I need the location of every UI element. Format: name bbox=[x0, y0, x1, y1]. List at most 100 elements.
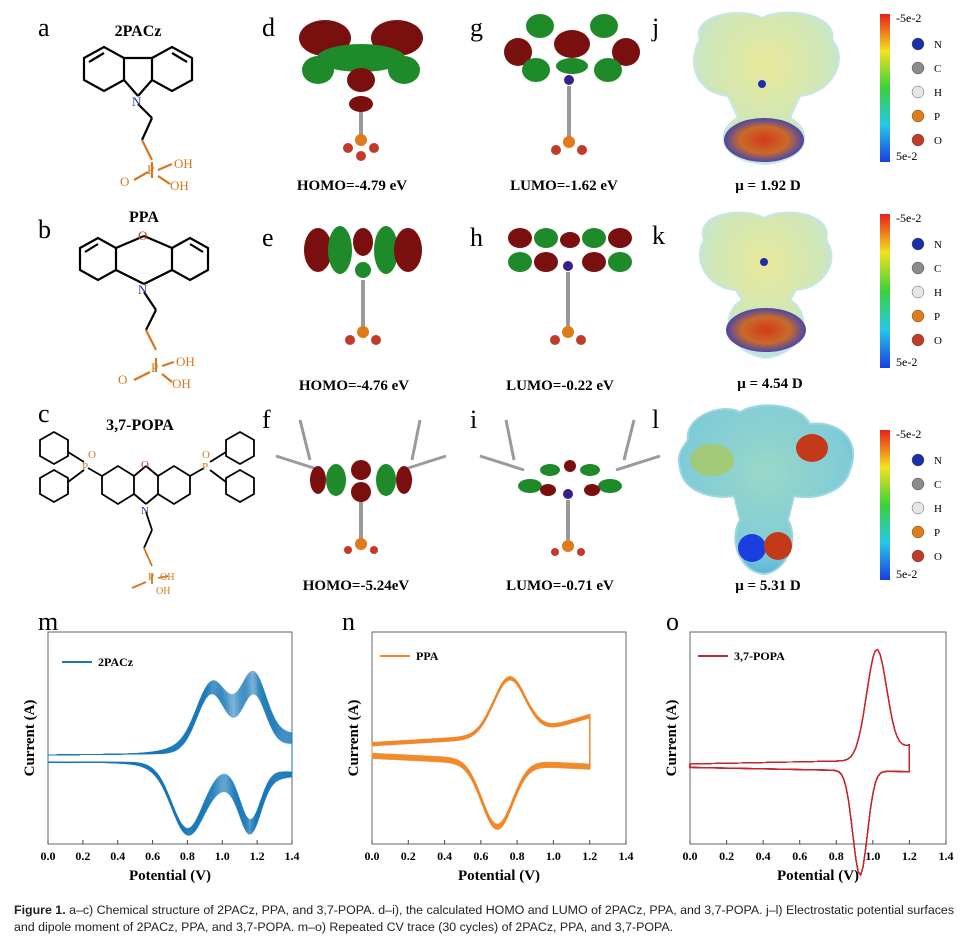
cv-cycle-trace bbox=[47, 692, 293, 829]
colorbar-gradient bbox=[880, 430, 890, 580]
atom-oh-2: OH bbox=[172, 376, 191, 391]
x-tick-label: 0.2 bbox=[401, 849, 416, 863]
colorbar-min-label: 5e-2 bbox=[896, 149, 917, 163]
atom-legend-swatch-p bbox=[911, 309, 925, 323]
cv-cycle-trace bbox=[371, 676, 591, 830]
dipole-moment-label: μ = 5.31 D bbox=[735, 578, 801, 594]
lumo-orbital-ppa bbox=[508, 228, 632, 345]
x-tick-label: 0.4 bbox=[756, 849, 771, 863]
colorbar-max-label: -5e-2 bbox=[896, 11, 921, 25]
x-tick-label: 0.4 bbox=[437, 849, 452, 863]
atom-legend-label: O bbox=[934, 135, 942, 147]
atom-o: O bbox=[138, 228, 147, 243]
cv-cycle-trace bbox=[47, 685, 293, 832]
atom-legend-swatch-p bbox=[911, 525, 925, 539]
cv-cycle-trace bbox=[371, 676, 591, 830]
x-tick-label: 0.2 bbox=[719, 849, 734, 863]
x-tick-label: 1.0 bbox=[546, 849, 561, 863]
colorbar-gradient bbox=[880, 14, 890, 162]
cv-cycle-trace bbox=[47, 693, 293, 829]
figure-caption: Figure 1. a–c) Chemical structure of 2PA… bbox=[14, 902, 954, 936]
cv-cycle-trace bbox=[371, 678, 591, 827]
atom-legend-swatch-n bbox=[911, 237, 925, 251]
colorbar-min-label: 5e-2 bbox=[896, 355, 917, 369]
panel-letter: k bbox=[652, 221, 665, 250]
panel-a: a 2PACz N P O OH OH bbox=[38, 13, 194, 193]
x-tick-label: 1.2 bbox=[582, 849, 597, 863]
panel-b: b PPA O N P O OH OH bbox=[38, 209, 210, 391]
x-tick-label: 0.4 bbox=[110, 849, 125, 863]
x-tick-label: 1.2 bbox=[250, 849, 265, 863]
plot-frame bbox=[371, 631, 627, 845]
dipole-moment-label: μ = 4.54 D bbox=[737, 376, 803, 392]
atom-oh-1: OH bbox=[160, 572, 174, 583]
panel-e: e HOMO=-4.76 eV bbox=[262, 223, 422, 394]
y-axis-label: Current (A) bbox=[664, 700, 680, 777]
panel-letter: c bbox=[38, 399, 50, 428]
lumo-orbital-37popa bbox=[479, 419, 661, 556]
atom-oh-1: OH bbox=[176, 354, 195, 369]
cv-cycle-trace bbox=[371, 678, 591, 827]
panel-j: j μ = 1.92 D bbox=[651, 11, 840, 194]
cv-cycle-trace bbox=[371, 679, 591, 825]
atom-o: O bbox=[120, 174, 129, 189]
structure-37popa bbox=[39, 430, 255, 589]
panel-d: d HOMO=-4.79 eV bbox=[262, 13, 423, 194]
legend-label: 2PACz bbox=[98, 655, 134, 669]
cv-cycle-trace bbox=[47, 690, 293, 830]
x-tick-label: 1.0 bbox=[865, 849, 880, 863]
x-tick-label: 0.6 bbox=[473, 849, 488, 863]
panel-letter-n: n bbox=[342, 607, 355, 636]
structure-2pacz bbox=[82, 45, 194, 185]
y-axis-label: Current (A) bbox=[346, 700, 362, 777]
molecule-name: PPA bbox=[129, 209, 159, 226]
structure-ppa bbox=[78, 234, 210, 383]
x-tick-label: 1.2 bbox=[902, 849, 917, 863]
cv-cycle-trace bbox=[47, 686, 293, 831]
x-tick-label: 0.0 bbox=[41, 849, 56, 863]
legend-label: PPA bbox=[416, 649, 439, 663]
x-tick-label: 0.8 bbox=[180, 849, 195, 863]
cv-cycle-trace bbox=[47, 689, 293, 830]
atom-legend-label: N bbox=[934, 239, 942, 251]
cv-cycle-trace bbox=[371, 678, 591, 826]
cv-cycle-trace bbox=[371, 678, 591, 827]
cv-cycle-trace bbox=[371, 677, 591, 828]
atom-legend-label: P bbox=[934, 311, 940, 323]
cv-cycle-trace bbox=[371, 679, 591, 825]
atom-legend-swatch-o bbox=[911, 333, 925, 347]
panel-letter: j bbox=[651, 13, 659, 42]
cv-cycle-trace bbox=[47, 679, 293, 834]
esp-surface-2pacz bbox=[692, 11, 840, 166]
atom-legend-label: H bbox=[934, 287, 942, 299]
cv-cycle-trace bbox=[371, 677, 591, 829]
atom-legend-label: O bbox=[934, 551, 942, 563]
cv-cycle-trace bbox=[47, 671, 293, 836]
x-tick-label: 1.4 bbox=[619, 849, 634, 863]
cv-cycle-trace bbox=[371, 677, 591, 828]
panel-letter: i bbox=[470, 405, 477, 434]
cv-cycle-trace bbox=[371, 676, 591, 830]
panel-letter: e bbox=[262, 223, 274, 252]
cv-cycle-trace bbox=[371, 678, 591, 826]
atom-legend-swatch-n bbox=[911, 37, 925, 51]
y-axis-label: Current (A) bbox=[22, 700, 38, 777]
atom-legend-label: C bbox=[934, 263, 941, 275]
caption-text: a–c) Chemical structure of 2PACz, PPA, a… bbox=[14, 903, 955, 934]
atom-legend-swatch-h bbox=[911, 501, 925, 515]
atom-legend-label: H bbox=[934, 503, 942, 515]
cv-chart-m: 0.0 0.2 0.4 0.6 0.8 1.0 1.2 1.4 Potential (V) Cur… bbox=[22, 631, 300, 884]
cv-cycle-trace bbox=[371, 679, 591, 826]
panel-letter: l bbox=[652, 405, 659, 434]
panel-h: h LUMO=-0.22 eV bbox=[470, 223, 632, 394]
atom-legend-swatch-n bbox=[911, 453, 925, 467]
esp-surface-37popa bbox=[677, 404, 855, 576]
x-tick-label: 0.6 bbox=[792, 849, 807, 863]
atom-p: P bbox=[148, 571, 154, 583]
cv-cycle-trace bbox=[371, 678, 591, 827]
atom-legend-swatch-o bbox=[911, 133, 925, 147]
panel-f: f HOMO=-5.24eV bbox=[262, 405, 447, 594]
